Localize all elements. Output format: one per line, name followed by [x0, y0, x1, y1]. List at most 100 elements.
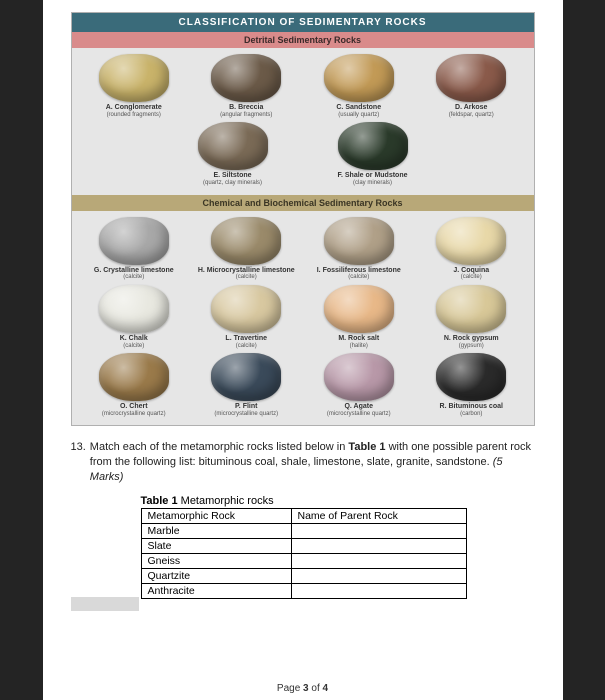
rock-sub: (calcite)	[84, 274, 184, 281]
rock-name: E. Siltstone	[183, 172, 283, 180]
rock-cell: N. Rock gypsum(gypsum)	[421, 285, 521, 349]
rock-sub: (microcrystalline quartz)	[196, 411, 296, 418]
rock-sub: (microcrystalline quartz)	[84, 411, 184, 418]
chart-title: CLASSIFICATION OF SEDIMENTARY ROCKS	[72, 13, 534, 32]
question-text: Match each of the metamorphic rocks list…	[90, 440, 535, 485]
rock-name: N. Rock gypsum	[421, 335, 521, 343]
rock-name: Q. Agate	[309, 403, 409, 411]
rock-sub: (calcite)	[196, 274, 296, 281]
rock-sub: (quartz, clay minerals)	[183, 180, 283, 187]
rock-image	[211, 217, 281, 265]
rock-image	[211, 285, 281, 333]
table-row: Marble	[141, 523, 466, 538]
cell-parent	[291, 523, 466, 538]
rock-image	[99, 285, 169, 333]
header-parent: Name of Parent Rock	[291, 508, 466, 523]
rock-cell: H. Microcrystalline limestone(calcite)	[196, 217, 296, 281]
rock-cell: I. Fossiliferous limestone(calcite)	[309, 217, 409, 281]
rock-sub: (calcite)	[421, 274, 521, 281]
header-metamorphic: Metamorphic Rock	[141, 508, 291, 523]
rock-cell: K. Chalk(calcite)	[84, 285, 184, 349]
rock-sub: (microcrystalline quartz)	[309, 411, 409, 418]
rock-name: L. Travertine	[196, 335, 296, 343]
rock-sub: (calcite)	[196, 343, 296, 350]
rock-sub: (calcite)	[84, 343, 184, 350]
rock-sub: (calcite)	[309, 274, 409, 281]
rock-image	[436, 217, 506, 265]
rock-name: D. Arkose	[421, 104, 521, 112]
rock-image	[211, 353, 281, 401]
rock-cell: Q. Agate(microcrystalline quartz)	[309, 353, 409, 417]
chemical-grid: G. Crystalline limestone(calcite)H. Micr…	[72, 211, 534, 426]
rock-name: B. Breccia	[196, 104, 296, 112]
metamorphic-table: Metamorphic Rock Name of Parent Rock Mar…	[141, 508, 467, 599]
table-row: Slate	[141, 538, 466, 553]
cell-parent	[291, 568, 466, 583]
cell-parent	[291, 583, 466, 598]
page-footer: Page 3 of 4	[43, 683, 563, 694]
rock-cell: R. Bituminous coal(carbon)	[421, 353, 521, 417]
table-header-row: Metamorphic Rock Name of Parent Rock	[141, 508, 466, 523]
rock-name: O. Chert	[84, 403, 184, 411]
rock-image	[324, 217, 394, 265]
rock-cell: O. Chert(microcrystalline quartz)	[84, 353, 184, 417]
rock-sub: (gypsum)	[421, 343, 521, 350]
shade-bar	[71, 597, 139, 611]
rock-sub: (halite)	[309, 343, 409, 350]
question-number: 13.	[71, 440, 86, 485]
rock-image	[436, 285, 506, 333]
rock-cell: E. Siltstone(quartz, clay minerals)	[183, 122, 283, 186]
rock-image	[198, 122, 268, 170]
table-row: Quartzite	[141, 568, 466, 583]
cell-rock: Anthracite	[141, 583, 291, 598]
rock-sub: (usually quartz)	[309, 112, 409, 119]
cell-rock: Slate	[141, 538, 291, 553]
rock-image	[211, 54, 281, 102]
rock-image	[436, 54, 506, 102]
rock-cell: F. Shale or Mudstone(clay minerals)	[323, 122, 423, 186]
rock-image	[99, 217, 169, 265]
rock-image	[99, 353, 169, 401]
rock-name: J. Coquina	[421, 267, 521, 275]
rock-sub: (clay minerals)	[323, 180, 423, 187]
rock-image	[324, 54, 394, 102]
rock-name: I. Fossiliferous limestone	[309, 267, 409, 275]
cell-rock: Marble	[141, 523, 291, 538]
document-page: CLASSIFICATION OF SEDIMENTARY ROCKS Detr…	[43, 0, 563, 700]
detrital-header: Detrital Sedimentary Rocks	[72, 32, 534, 48]
rock-name: M. Rock salt	[309, 335, 409, 343]
cell-rock: Quartzite	[141, 568, 291, 583]
rock-sub: (carbon)	[421, 411, 521, 418]
rock-name: G. Crystalline limestone	[84, 267, 184, 275]
rock-image	[99, 54, 169, 102]
rock-chart: CLASSIFICATION OF SEDIMENTARY ROCKS Detr…	[71, 12, 535, 426]
table-caption: Table 1 Metamorphic rocks	[141, 495, 535, 507]
rock-name: C. Sandstone	[309, 104, 409, 112]
rock-cell: L. Travertine(calcite)	[196, 285, 296, 349]
cell-rock: Gneiss	[141, 553, 291, 568]
detrital-grid: A. Conglomerate(rounded fragments)B. Bre…	[72, 48, 534, 195]
rock-cell: J. Coquina(calcite)	[421, 217, 521, 281]
chemical-header: Chemical and Biochemical Sedimentary Roc…	[72, 195, 534, 211]
table-row: Anthracite	[141, 583, 466, 598]
rock-sub: (angular fragments)	[196, 112, 296, 119]
question-13: 13. Match each of the metamorphic rocks …	[71, 440, 535, 485]
rock-cell: G. Crystalline limestone(calcite)	[84, 217, 184, 281]
rock-image	[436, 353, 506, 401]
rock-cell: B. Breccia(angular fragments)	[196, 54, 296, 118]
rock-name: P. Flint	[196, 403, 296, 411]
rock-image	[338, 122, 408, 170]
rock-cell: M. Rock salt(halite)	[309, 285, 409, 349]
rock-name: F. Shale or Mudstone	[323, 172, 423, 180]
table-row: Gneiss	[141, 553, 466, 568]
cell-parent	[291, 553, 466, 568]
rock-image	[324, 285, 394, 333]
rock-cell: C. Sandstone(usually quartz)	[309, 54, 409, 118]
cell-parent	[291, 538, 466, 553]
rock-cell: A. Conglomerate(rounded fragments)	[84, 54, 184, 118]
rock-name: R. Bituminous coal	[421, 403, 521, 411]
rock-sub: (feldspar, quartz)	[421, 112, 521, 119]
rock-cell: P. Flint(microcrystalline quartz)	[196, 353, 296, 417]
rock-name: A. Conglomerate	[84, 104, 184, 112]
rock-image	[324, 353, 394, 401]
